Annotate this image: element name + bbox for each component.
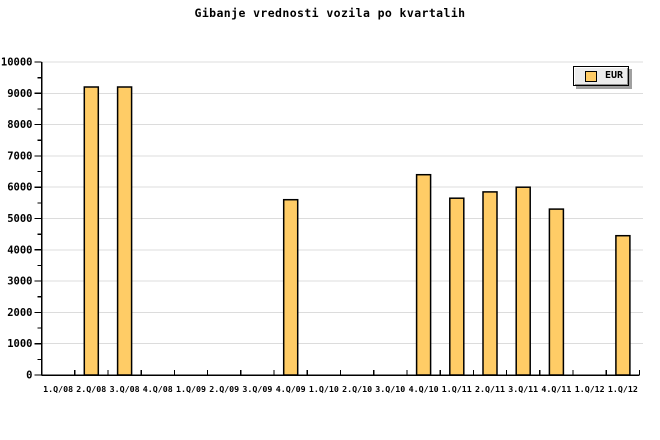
bar-1.Q/12-idx17 bbox=[615, 234, 631, 376]
y-tick-label-1000: 1000 bbox=[7, 338, 32, 350]
x-tick-label-11: 4.Q/10 bbox=[409, 384, 439, 394]
y-tick-label-10000: 10000 bbox=[1, 57, 33, 69]
x-tick-label-2: 3.Q/08 bbox=[110, 384, 140, 394]
chart-title: Gibanje vrednosti vozila po kvartalih bbox=[194, 6, 466, 20]
x-tick-label-9: 2.Q/10 bbox=[342, 384, 372, 394]
x-tick-label-3: 4.Q/08 bbox=[143, 384, 173, 394]
x-tick-label-5: 2.Q/09 bbox=[209, 384, 239, 394]
y-tick-label-3000: 3000 bbox=[7, 276, 32, 288]
y-tick-label-5000: 5000 bbox=[7, 213, 32, 225]
x-tick-label-14: 3.Q/11 bbox=[508, 384, 538, 394]
x-tick-label-0: 1.Q/08 bbox=[43, 384, 73, 394]
legend-color-swatch-icon bbox=[585, 70, 597, 82]
bar-2.Q/08-idx1 bbox=[83, 86, 100, 376]
legend-label: EUR bbox=[605, 70, 624, 81]
y-tick-label-0: 0 bbox=[26, 370, 32, 382]
x-tick-label-12: 1.Q/11 bbox=[442, 384, 472, 394]
bar-4.Q/09-idx7 bbox=[282, 198, 299, 376]
bar-2.Q/11-idx13 bbox=[482, 191, 498, 376]
x-tick-label-7: 4.Q/09 bbox=[276, 384, 306, 394]
x-tick-label-1: 2.Q/08 bbox=[76, 384, 106, 394]
x-tick-label-8: 1.Q/10 bbox=[309, 384, 339, 394]
x-tick-label-4: 1.Q/09 bbox=[176, 384, 206, 394]
x-tick-label-15: 4.Q/11 bbox=[541, 384, 571, 394]
y-tick-label-2000: 2000 bbox=[7, 307, 32, 319]
x-tick-label-10: 3.Q/10 bbox=[375, 384, 405, 394]
bar-4.Q/10-idx11 bbox=[415, 173, 432, 376]
x-tick-label-13: 2.Q/11 bbox=[475, 384, 505, 394]
y-tick-label-7000: 7000 bbox=[7, 150, 32, 162]
bar-3.Q/11-idx14 bbox=[515, 186, 531, 376]
bar-4.Q/11-idx15 bbox=[548, 208, 565, 376]
bar-1.Q/11-idx12 bbox=[449, 197, 465, 376]
y-tick-label-6000: 6000 bbox=[7, 182, 32, 194]
x-tick-label-16: 1.Q/12 bbox=[575, 384, 605, 394]
y-tick-label-4000: 4000 bbox=[7, 244, 32, 256]
y-tick-label-8000: 8000 bbox=[7, 119, 32, 131]
x-tick-label-6: 3.Q/09 bbox=[242, 384, 272, 394]
y-tick-label-9000: 9000 bbox=[7, 88, 32, 100]
legend: EUR bbox=[573, 66, 629, 86]
x-tick-label-17: 1.Q/12 bbox=[608, 384, 638, 394]
bar-3.Q/08-idx2 bbox=[116, 86, 133, 376]
